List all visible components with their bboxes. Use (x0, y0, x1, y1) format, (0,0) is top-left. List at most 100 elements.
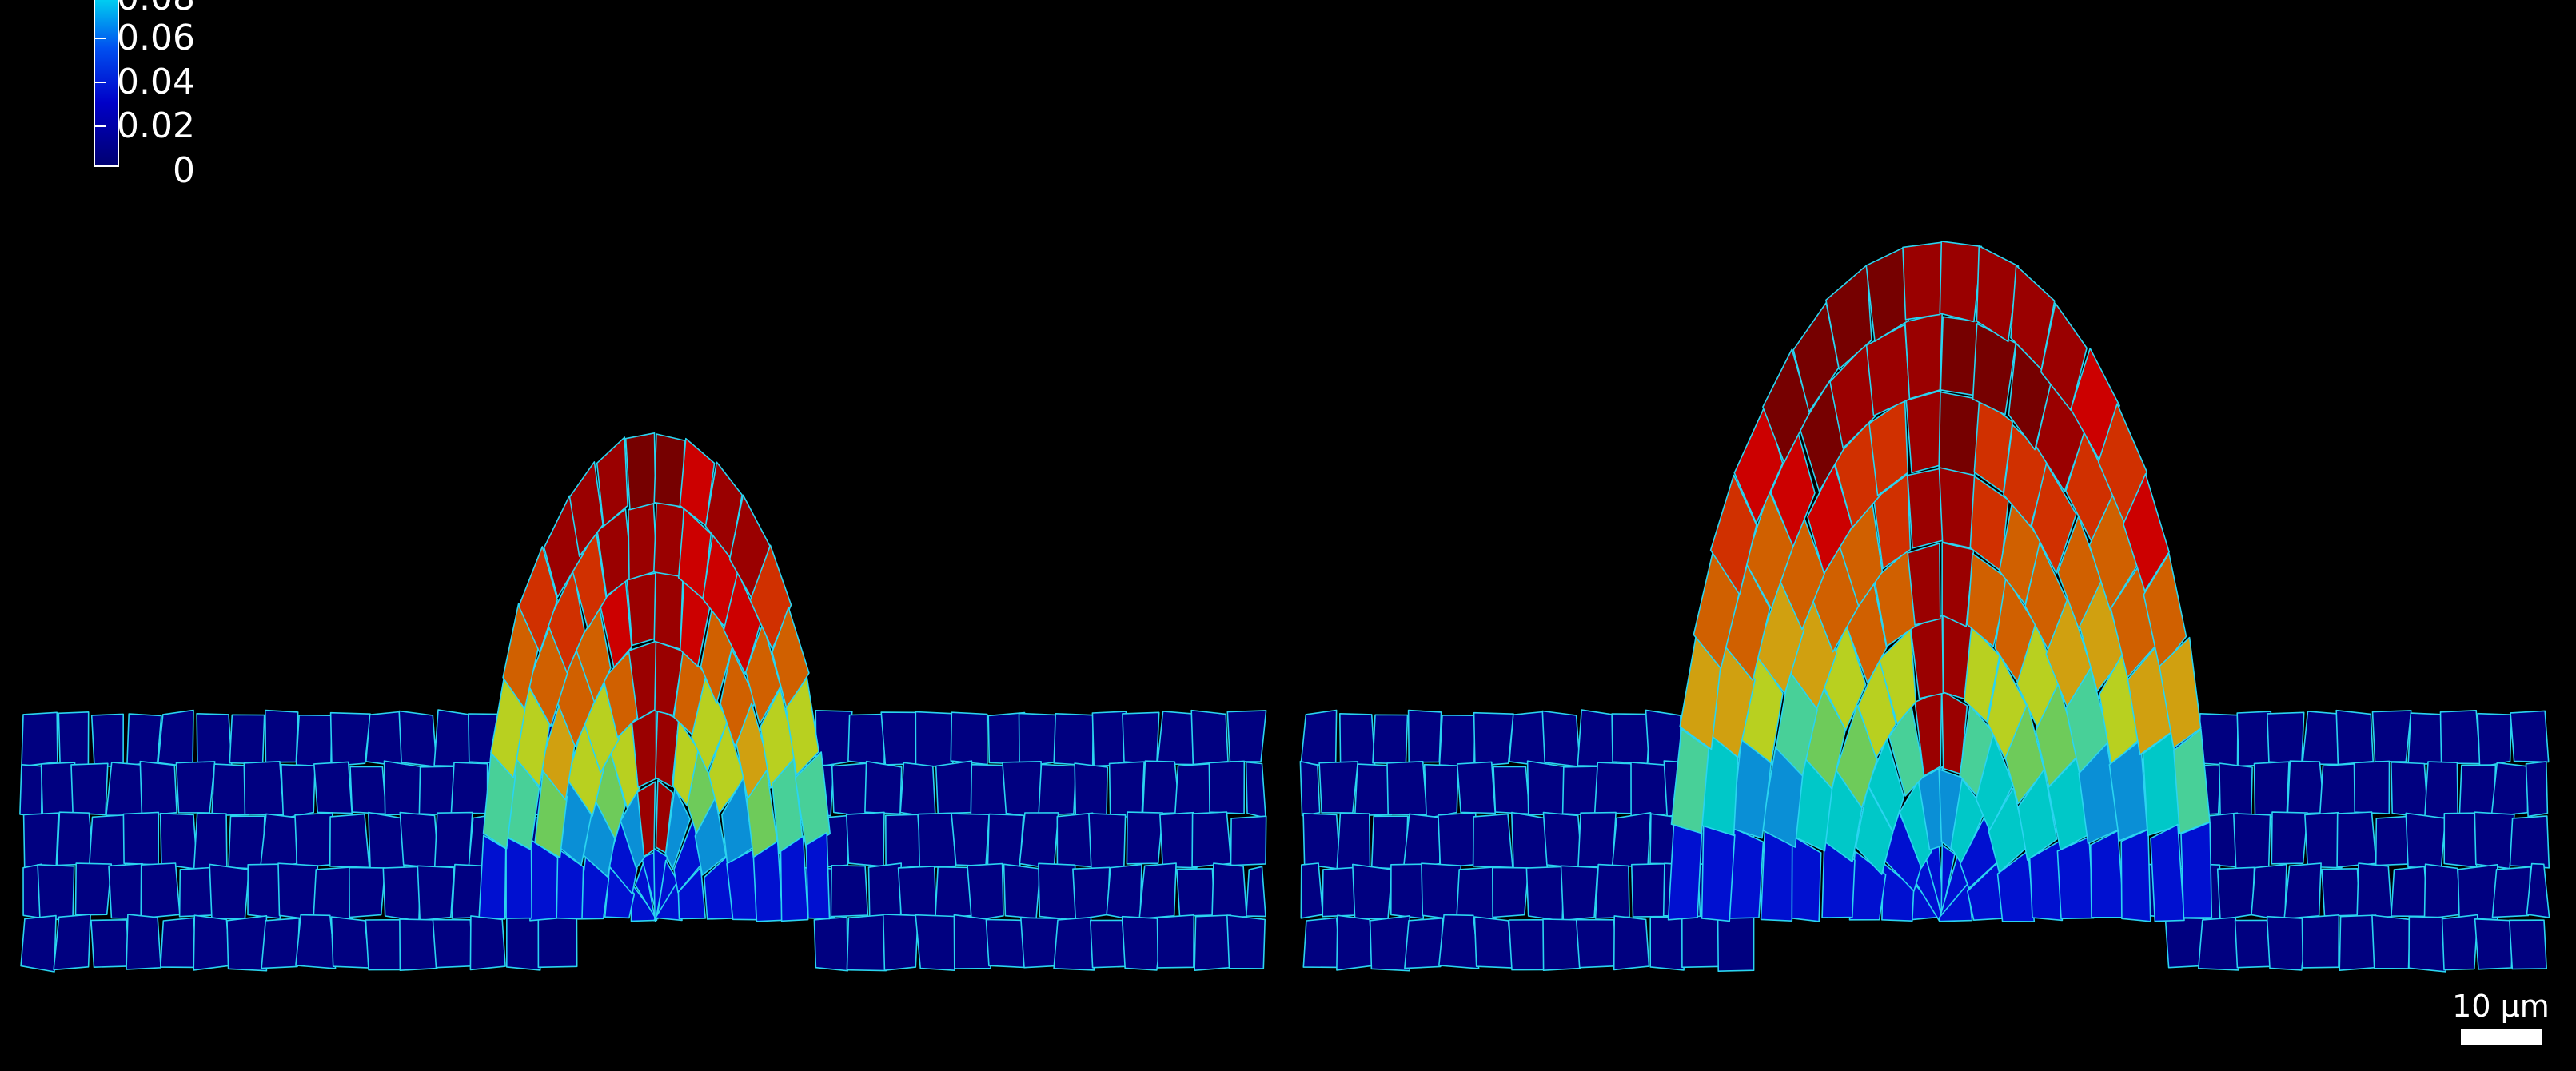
tissue-cell (953, 914, 991, 969)
tissue-cell (2509, 919, 2547, 970)
tissue-cell (915, 914, 955, 971)
tissue-cell (1492, 866, 1529, 918)
tissue-cell (417, 865, 455, 922)
tissue-cell (1354, 763, 1393, 817)
tissue-cell (1561, 766, 1600, 817)
tissue-cell (867, 862, 902, 918)
tissue-cell (1091, 711, 1128, 767)
tissue-cell (2198, 712, 2239, 766)
primordium-cell (2097, 403, 2148, 526)
tissue-cell (1649, 915, 1685, 971)
tissue-cell (365, 711, 405, 767)
left-tissue-panel (19, 432, 1267, 973)
primordium-cell (2180, 822, 2213, 918)
tissue-cell (243, 760, 285, 816)
tissue-cell (2439, 709, 2481, 765)
tissue-cell (1336, 812, 1371, 870)
tissue-cell (295, 714, 333, 768)
tissue-cell (329, 813, 370, 869)
tissue-cell (2526, 862, 2550, 918)
tissue-cell (2423, 863, 2462, 920)
primordium-cell (1976, 245, 2020, 343)
colorbar: 0.08 0.06 0.04 0.02 0 (94, 0, 195, 191)
primordium-cell (653, 433, 685, 508)
tissue-cell (1121, 915, 1163, 971)
tissue-cell (1191, 811, 1232, 868)
tissue-cell (1575, 918, 1617, 969)
tissue-cell (1438, 914, 1480, 969)
tissue-cell (348, 866, 386, 918)
tissue-cell (56, 811, 95, 866)
scale-bar-label: 10 µm (2452, 989, 2550, 1024)
tissue-cell (1456, 866, 1497, 920)
tissue-cell (1138, 862, 1177, 920)
tissue-cell (1611, 713, 1651, 765)
tissue-cell (1336, 914, 1374, 971)
tissue-cell (1402, 813, 1442, 869)
tissue-cell (1300, 862, 1324, 919)
tissue-cell (846, 811, 885, 867)
primordium-cell (794, 751, 831, 850)
tissue-cell (2510, 710, 2550, 763)
primordium-cell (1709, 474, 1757, 595)
primordium-cell (780, 835, 809, 922)
tissue-cell (1053, 916, 1095, 971)
tissue-cell (967, 862, 1004, 922)
primordium-cell (1938, 464, 1976, 550)
tissue-cell (2319, 762, 2357, 818)
tissue-cell (1019, 812, 1059, 870)
tissue-cell (951, 813, 990, 867)
tissue-cell (2371, 710, 2412, 762)
tissue-cell (1526, 760, 1566, 816)
tissue-cell (21, 711, 58, 767)
tissue-cell (382, 866, 421, 922)
tissue-cell (2321, 868, 2360, 917)
tissue-cell (505, 915, 541, 971)
primordium-cell (1762, 348, 1811, 464)
tissue-cell (2474, 811, 2515, 870)
tissue-cell (1541, 710, 1581, 768)
tissue-cell (90, 713, 124, 768)
tissue-cell (313, 761, 353, 814)
tissue-cell (58, 711, 90, 766)
primordium-cell (1940, 316, 1979, 396)
tissue-cell (1525, 866, 1565, 922)
tissue-cell (1157, 711, 1194, 766)
tissue-cell (469, 915, 506, 971)
tissue-cell (2353, 760, 2391, 814)
primordium-cell (655, 779, 674, 854)
tissue-cell (450, 762, 492, 814)
tissue-cell (1577, 811, 1617, 868)
tissue-cell (1302, 917, 1341, 969)
tissue-cell (126, 914, 161, 970)
tissue-cell (399, 918, 439, 971)
primordium-cell (1996, 850, 2036, 922)
tissue-cell (1390, 863, 1425, 919)
tissue-cell (846, 914, 887, 972)
tissue-cell (2408, 916, 2446, 973)
tissue-cell (1370, 815, 1409, 870)
tissue-cell (1542, 918, 1582, 971)
tissue-cell (830, 865, 869, 918)
primordium-cell (654, 882, 683, 922)
tissue-cell (20, 914, 57, 973)
primordium-cell (677, 866, 707, 920)
tissue-cell (367, 811, 405, 870)
primordium-cell (1902, 241, 1944, 321)
tissue-cell (1509, 711, 1549, 767)
tissue-cell (1717, 914, 1755, 972)
tissue-cell (1194, 914, 1232, 971)
tissue-cell (1106, 863, 1142, 922)
tissue-cell (1190, 709, 1229, 766)
tissue-cell (2219, 762, 2253, 819)
tissue-cell (74, 862, 113, 916)
tissue-cell (915, 711, 954, 767)
primordium-cell (624, 432, 656, 511)
primordium-cell (1973, 396, 2013, 494)
tissue-cell (1352, 863, 1393, 920)
tissue-cell (140, 862, 181, 919)
tissue-cell (1142, 760, 1181, 815)
right-tissue-panel (1299, 241, 2550, 973)
tissue-cell (1542, 811, 1583, 869)
